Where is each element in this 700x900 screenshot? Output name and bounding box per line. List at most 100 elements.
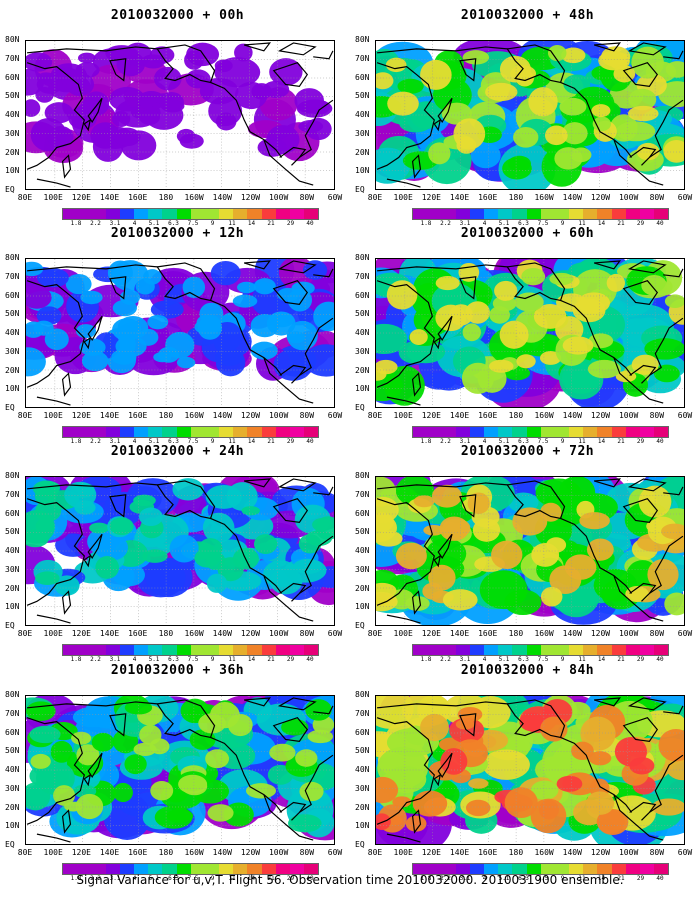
colorbar-swatch <box>540 864 555 874</box>
variance-blob <box>586 791 615 815</box>
variance-blob <box>35 86 54 103</box>
variance-blob <box>139 109 160 125</box>
latitude-label: EQ <box>355 403 365 412</box>
variance-blob <box>608 52 630 70</box>
coastline <box>560 736 633 813</box>
latitude-label: 70N <box>5 489 20 499</box>
colorbar-tick-label: 9 <box>560 438 565 445</box>
variance-blob <box>232 294 258 308</box>
coastline <box>83 773 92 787</box>
coastline <box>313 486 334 496</box>
colorbar-swatch <box>512 209 527 219</box>
colorbar-swatch <box>441 209 456 219</box>
variance-blob <box>44 102 74 124</box>
variance-blob <box>237 281 256 294</box>
colorbar-tick-label: 1.8 <box>70 220 82 227</box>
variance-blob <box>412 790 448 817</box>
colorbar-swatch <box>91 864 106 874</box>
longitude-label: 120W <box>590 193 611 202</box>
colorbar-swatch <box>63 427 78 437</box>
colorbar-swatch <box>261 427 276 437</box>
colorbar-swatch <box>304 209 319 219</box>
variance-blob <box>376 530 403 547</box>
variance-blob <box>376 512 395 532</box>
colorbar-swatch <box>290 645 305 655</box>
variance-blob <box>226 482 258 511</box>
longitude-label: 100E <box>43 848 63 857</box>
variance-blob <box>53 785 76 806</box>
coastline <box>386 178 421 188</box>
variance-blob <box>453 118 486 150</box>
variance-blob <box>661 523 684 540</box>
latitude-label: 30N <box>5 346 20 356</box>
variance-blob <box>26 286 52 309</box>
panel-title: 2010032000 + 24h <box>110 444 245 459</box>
variance-blob <box>405 815 427 832</box>
signal-variance-map <box>375 40 685 190</box>
longitude-label: 60W <box>677 411 693 420</box>
variance-blob <box>75 324 97 339</box>
colorbar-tick-label: 6.3 <box>168 438 179 445</box>
colorbar-tick-label: 7.5 <box>537 875 549 882</box>
coastline <box>26 280 85 388</box>
variance-blob <box>406 340 446 364</box>
map-panel: 2010032000 + 72h 80N 70N 60N 50N 40N 30N 20N 10N… <box>355 436 700 663</box>
longitude-label: 100W <box>618 629 639 638</box>
longitude-label: 160E <box>478 848 498 857</box>
panel-title: 2010032000 + 72h <box>460 444 595 459</box>
coastline <box>560 517 633 594</box>
latitude-label: 10N <box>355 166 370 176</box>
longitude-label: 140E <box>449 411 470 420</box>
colorbar-swatch <box>469 864 484 874</box>
colorbar-tick-label: 2.2 <box>440 656 451 663</box>
coastline <box>377 264 508 272</box>
colorbar-tick-label: 14 <box>597 875 606 882</box>
latitude-label: 30N <box>355 128 370 138</box>
coastline <box>277 478 317 492</box>
coastline <box>156 262 216 302</box>
longitude-label: 160E <box>128 848 148 857</box>
variance-blob <box>628 88 657 111</box>
colorbar-tick-label: 9 <box>560 220 565 227</box>
latitude-label: 50N <box>355 309 370 319</box>
variance-blob <box>547 44 567 62</box>
longitude-label: 140E <box>99 629 120 638</box>
variance-blob <box>653 364 680 383</box>
variance-blob <box>413 495 435 508</box>
variance-blob <box>533 303 567 329</box>
coastline <box>272 498 309 524</box>
latitude-label: 50N <box>355 746 370 756</box>
latitude-label: 10N <box>5 602 20 612</box>
variance-blob <box>137 93 158 108</box>
latitude-label: 50N <box>5 309 20 319</box>
variance-blob <box>468 778 489 789</box>
variance-blob <box>665 61 684 78</box>
colorbar-swatch <box>654 209 669 219</box>
coastline <box>613 139 664 186</box>
variance-blob <box>250 341 278 360</box>
colorbar-tick-label: 11 <box>228 438 236 445</box>
colorbar-tick-label: 5.1 <box>498 656 510 663</box>
colorbar-swatch <box>190 645 205 655</box>
coastline <box>36 614 71 624</box>
variance-blob <box>77 52 96 64</box>
coastline <box>506 699 566 739</box>
colorbar-tick-label: 21 <box>617 656 625 663</box>
variance-blob <box>54 575 80 596</box>
latitude-label: 10N <box>5 384 20 394</box>
variance-blob <box>561 47 586 64</box>
variance-blob <box>622 318 651 336</box>
map-plot <box>26 696 334 844</box>
latitude-label: 60N <box>5 727 20 737</box>
variance-blob <box>561 122 588 145</box>
colorbar-swatch <box>162 209 177 219</box>
colorbar-swatch <box>105 645 120 655</box>
variance-blob <box>81 350 109 372</box>
colorbar-swatch <box>290 427 305 437</box>
colorbar-swatch <box>498 427 513 437</box>
variance-blob <box>199 302 224 325</box>
colorbar-tick-label: 2.2 <box>440 438 451 445</box>
colorbar-tick-label: 2.2 <box>90 220 101 227</box>
latitude-label: 60N <box>5 290 20 300</box>
longitude-label: 160W <box>534 193 554 202</box>
